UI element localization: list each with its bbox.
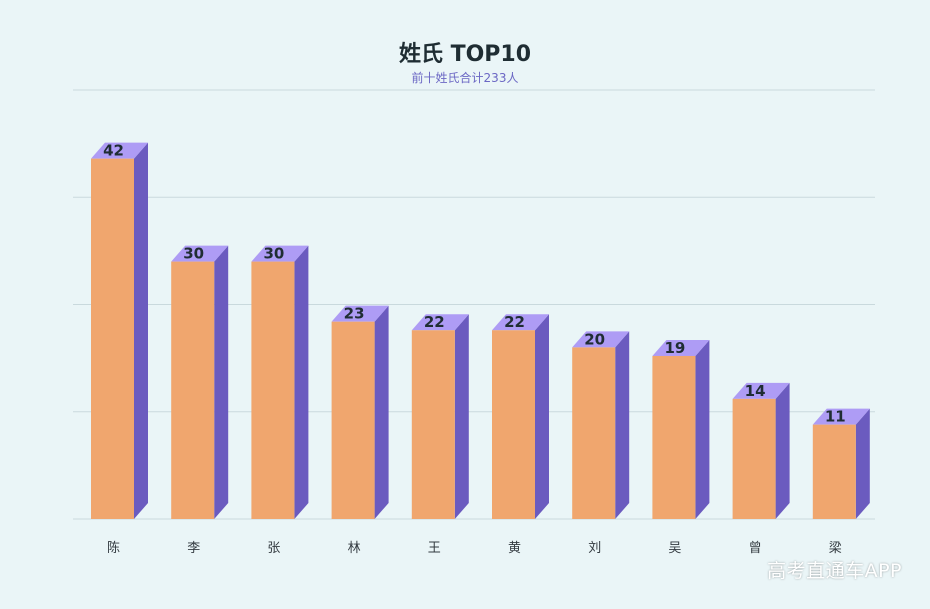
bar-side xyxy=(374,305,389,519)
bar-front xyxy=(572,347,616,519)
bar-10 xyxy=(812,408,870,519)
bars xyxy=(91,142,870,519)
bar-front xyxy=(411,330,455,519)
bar-side xyxy=(214,245,229,519)
bar-side xyxy=(775,382,790,519)
category-label: 梁 xyxy=(829,541,842,556)
bar-top xyxy=(732,382,790,399)
bar-5 xyxy=(411,314,469,519)
watermark-text: 高考直通车APP xyxy=(767,560,902,582)
bar-front xyxy=(251,261,295,519)
bar-side xyxy=(454,314,469,519)
bar-8 xyxy=(652,339,710,519)
value-label: 30 xyxy=(263,245,284,263)
bar-top xyxy=(492,314,549,331)
bar-top xyxy=(652,339,710,356)
category-label: 林 xyxy=(348,541,361,556)
value-label: 42 xyxy=(103,142,124,160)
value-label: 30 xyxy=(183,245,204,263)
bar-side xyxy=(695,339,710,519)
bar-top xyxy=(91,142,148,159)
category-label: 黄 xyxy=(508,541,521,556)
value-label: 14 xyxy=(745,382,766,400)
bar-side xyxy=(294,245,309,519)
category-label: 吴 xyxy=(668,541,681,556)
bar-side xyxy=(535,314,549,519)
bar-9 xyxy=(732,382,790,519)
chart-subtitle: 前十姓氏合计233人 xyxy=(411,71,519,85)
value-label: 22 xyxy=(504,313,525,331)
bar-front xyxy=(331,321,375,519)
category-label: 刘 xyxy=(588,541,601,556)
bar-2 xyxy=(171,245,229,519)
bar-front xyxy=(732,398,776,519)
value-label: 11 xyxy=(825,408,846,426)
value-label: 20 xyxy=(584,330,605,348)
chart-title: 姓氏 TOP10 xyxy=(398,42,532,67)
value-label: 23 xyxy=(344,305,365,323)
bar-1 xyxy=(91,142,148,519)
bar-top xyxy=(572,331,630,348)
bar-side xyxy=(855,408,870,519)
bar-front xyxy=(492,330,535,519)
category-label: 王 xyxy=(428,541,441,556)
bar-6 xyxy=(492,314,549,519)
bar-front xyxy=(652,355,696,519)
bar-top xyxy=(812,408,870,425)
category-label: 张 xyxy=(267,541,280,556)
bar-side xyxy=(615,331,630,519)
bar-4 xyxy=(331,305,389,519)
x-axis-ticks: 陈李张林王黄刘吴曾梁 xyxy=(107,540,842,556)
bar-3 xyxy=(251,245,309,519)
value-labels: 42 30 30 23 22 22 20 19 14 11 xyxy=(103,142,846,426)
category-label: 曾 xyxy=(749,541,762,556)
bar-front xyxy=(812,424,856,519)
bar-top xyxy=(331,305,389,322)
category-label: 陈 xyxy=(107,540,120,556)
bar-top xyxy=(251,245,309,262)
bar-top xyxy=(171,245,229,262)
bar-side xyxy=(134,142,148,519)
value-label: 22 xyxy=(424,313,445,331)
value-label: 19 xyxy=(664,339,685,357)
bar-top xyxy=(411,314,469,331)
bar-front xyxy=(171,261,215,519)
bar-front xyxy=(91,158,134,519)
category-label: 李 xyxy=(187,541,200,556)
bar-7 xyxy=(572,331,630,519)
